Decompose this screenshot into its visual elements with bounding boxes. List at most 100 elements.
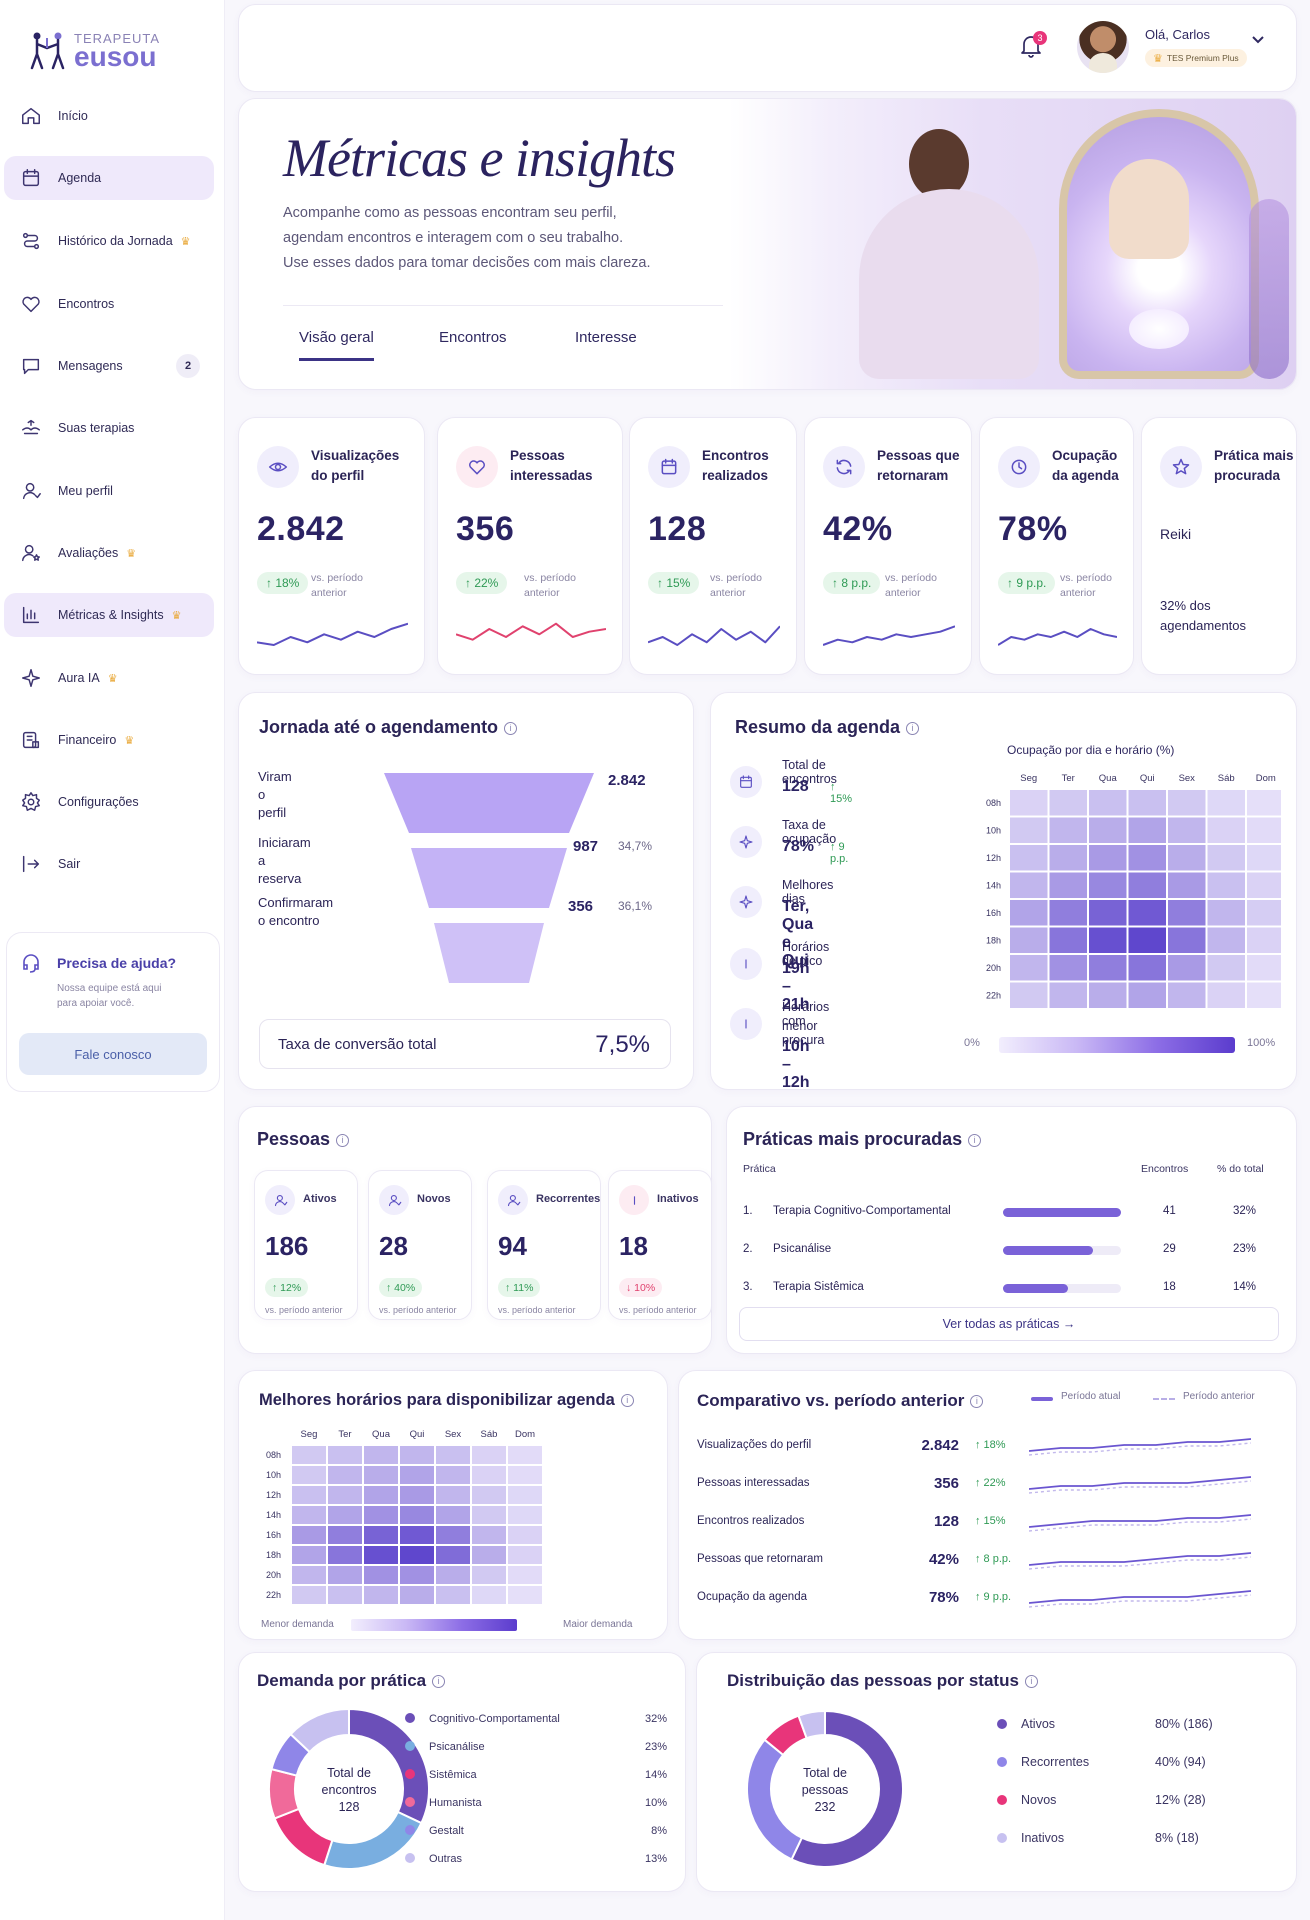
- donut-slice[interactable]: [797, 1709, 826, 1740]
- heat-cell[interactable]: [328, 1566, 362, 1584]
- heat-cell[interactable]: [508, 1526, 542, 1544]
- heat-cell[interactable]: [436, 1446, 470, 1464]
- heat-cell[interactable]: [364, 1446, 398, 1464]
- heat-cell[interactable]: [472, 1506, 506, 1524]
- heat-cell[interactable]: [1207, 845, 1246, 871]
- heat-cell[interactable]: [436, 1546, 470, 1564]
- heat-cell[interactable]: [328, 1506, 362, 1524]
- info-icon[interactable]: i: [336, 1134, 350, 1147]
- heat-cell[interactable]: [328, 1526, 362, 1544]
- heat-cell[interactable]: [1207, 790, 1246, 816]
- heat-cell[interactable]: [400, 1586, 434, 1604]
- heat-cell[interactable]: [1049, 955, 1088, 981]
- heat-cell[interactable]: [472, 1586, 506, 1604]
- heat-cell[interactable]: [292, 1546, 326, 1564]
- heat-cell[interactable]: [1128, 817, 1167, 844]
- heat-cell[interactable]: [1089, 845, 1127, 871]
- heat-cell[interactable]: [364, 1546, 398, 1564]
- heat-cell[interactable]: [1128, 845, 1167, 871]
- heat-cell[interactable]: [1049, 982, 1088, 1009]
- sidebar-item-configura-es[interactable]: Configurações: [4, 780, 214, 824]
- logo[interactable]: TERAPEUTA eusou: [28, 30, 160, 72]
- heat-cell[interactable]: [436, 1466, 470, 1484]
- heat-cell[interactable]: [292, 1506, 326, 1524]
- heat-cell[interactable]: [292, 1526, 326, 1544]
- sidebar-item-sair[interactable]: Sair: [4, 842, 214, 886]
- donut-slice[interactable]: [790, 1709, 904, 1868]
- donut-slice[interactable]: [273, 1807, 334, 1867]
- heat-cell[interactable]: [364, 1466, 398, 1484]
- heat-cell[interactable]: [472, 1566, 506, 1584]
- heat-cell[interactable]: [400, 1446, 434, 1464]
- heat-cell[interactable]: [1168, 845, 1206, 871]
- sidebar-item-financeiro[interactable]: Financeiro ♛: [4, 718, 214, 762]
- sidebar-item-avalia-es[interactable]: Avaliações ♛: [4, 531, 214, 575]
- metric-card[interactable]: Visualizações do perfil 2.842 ↑ 18% vs. perí…: [238, 417, 425, 675]
- heat-cell[interactable]: [1247, 900, 1281, 926]
- heat-cell[interactable]: [1049, 817, 1088, 844]
- heat-cell[interactable]: [1010, 982, 1048, 1009]
- heat-cell[interactable]: [1089, 927, 1127, 954]
- heat-cell[interactable]: [400, 1506, 434, 1524]
- heat-cell[interactable]: [1128, 872, 1167, 899]
- heat-cell[interactable]: [292, 1446, 326, 1464]
- heat-cell[interactable]: [1089, 790, 1127, 816]
- info-icon[interactable]: i: [970, 1395, 984, 1408]
- heat-cell[interactable]: [400, 1486, 434, 1504]
- heat-cell[interactable]: [364, 1506, 398, 1524]
- heat-cell[interactable]: [472, 1446, 506, 1464]
- heat-cell[interactable]: [400, 1546, 434, 1564]
- metric-card[interactable]: Encontros realizados 128 ↑ 15% vs. período an…: [629, 417, 797, 675]
- heat-cell[interactable]: [1128, 927, 1167, 954]
- sidebar-item-agenda[interactable]: Agenda: [4, 156, 214, 200]
- heat-cell[interactable]: [1247, 955, 1281, 981]
- heat-cell[interactable]: [508, 1466, 542, 1484]
- people-stat-card[interactable]: Novos 28 ↑ 40% vs. período anterior: [368, 1170, 472, 1320]
- heat-cell[interactable]: [292, 1466, 326, 1484]
- people-stat-card[interactable]: Inativos 18 ↓ 10% vs. período anterior: [608, 1170, 712, 1320]
- heat-cell[interactable]: [1168, 927, 1206, 954]
- heat-cell[interactable]: [1247, 872, 1281, 899]
- heat-cell[interactable]: [1089, 817, 1127, 844]
- heat-cell[interactable]: [400, 1566, 434, 1584]
- heat-cell[interactable]: [1089, 900, 1127, 926]
- heat-cell[interactable]: [1247, 927, 1281, 954]
- heat-cell[interactable]: [400, 1526, 434, 1544]
- heat-cell[interactable]: [1128, 900, 1167, 926]
- heat-cell[interactable]: [1168, 872, 1206, 899]
- heat-cell[interactable]: [472, 1486, 506, 1504]
- heat-cell[interactable]: [1049, 845, 1088, 871]
- sidebar-item-encontros[interactable]: Encontros: [4, 282, 214, 326]
- sidebar-item-m-tricas-insights[interactable]: Métricas & Insights ♛: [4, 593, 214, 637]
- heat-cell[interactable]: [1168, 790, 1206, 816]
- heat-cell[interactable]: [1207, 900, 1246, 926]
- heat-cell[interactable]: [1089, 955, 1127, 981]
- heat-cell[interactable]: [472, 1546, 506, 1564]
- info-icon[interactable]: i: [504, 722, 518, 735]
- info-icon[interactable]: i: [968, 1134, 982, 1147]
- heat-cell[interactable]: [364, 1526, 398, 1544]
- notifications-button[interactable]: 3: [1019, 31, 1049, 63]
- sidebar-item-in-cio[interactable]: Início: [4, 94, 214, 138]
- donut-slice[interactable]: [289, 1707, 350, 1754]
- heat-cell[interactable]: [508, 1566, 542, 1584]
- chevron-down-icon[interactable]: [1251, 35, 1265, 45]
- heat-cell[interactable]: [1089, 872, 1127, 899]
- heat-cell[interactable]: [1089, 982, 1127, 1009]
- heat-cell[interactable]: [1168, 982, 1206, 1009]
- info-icon[interactable]: i: [432, 1675, 446, 1688]
- metric-card[interactable]: Prática mais procurada Reiki 32% dos agendam…: [1141, 417, 1297, 675]
- heat-cell[interactable]: [1207, 927, 1246, 954]
- sidebar-item-aura-ia[interactable]: Aura IA ♛: [4, 656, 214, 700]
- heat-cell[interactable]: [1207, 817, 1246, 844]
- heat-cell[interactable]: [436, 1526, 470, 1544]
- heat-cell[interactable]: [1049, 872, 1088, 899]
- heat-cell[interactable]: [1049, 790, 1088, 816]
- heat-cell[interactable]: [292, 1566, 326, 1584]
- heat-cell[interactable]: [400, 1466, 434, 1484]
- heat-cell[interactable]: [364, 1486, 398, 1504]
- info-icon[interactable]: i: [1024, 1675, 1038, 1688]
- heat-cell[interactable]: [1207, 955, 1246, 981]
- heat-cell[interactable]: [1010, 955, 1048, 981]
- info-icon[interactable]: i: [620, 1394, 634, 1407]
